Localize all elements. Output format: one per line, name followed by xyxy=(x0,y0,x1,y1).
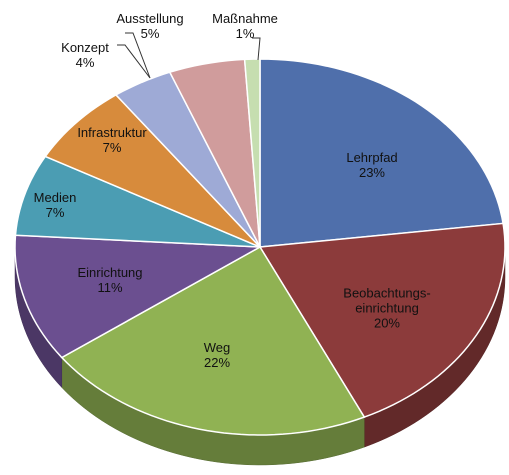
category-label: Maßnahme xyxy=(212,11,278,26)
category-label: Weg xyxy=(203,340,231,355)
slice-label: Einrichtung 11% xyxy=(77,265,142,295)
pie-slice xyxy=(258,222,506,419)
pie-slice xyxy=(168,58,261,248)
slice-label: Weg 22% xyxy=(204,340,231,370)
value-label: 4% xyxy=(75,55,95,70)
leader-line xyxy=(125,32,151,79)
slice-label: Lehrpfad 23% xyxy=(346,150,397,180)
value-label: 1% xyxy=(235,26,255,41)
pie-slice xyxy=(14,155,261,248)
slice-label: Medien 7% xyxy=(34,190,77,220)
category-label: Ausstellung xyxy=(116,11,184,26)
pie-slice xyxy=(114,71,261,248)
pie-slice xyxy=(60,245,366,436)
leader-line xyxy=(252,37,261,61)
value-label: 7% xyxy=(102,140,122,155)
leader-line xyxy=(117,44,151,79)
pie-slice xyxy=(14,234,263,359)
category-label: Einrichtung xyxy=(77,265,143,280)
slice-label: Maßnahme 1% xyxy=(212,11,278,41)
pie-slice xyxy=(259,58,504,248)
slice-label: Ausstellung 5% xyxy=(116,11,183,41)
category-label: Lehrpfad xyxy=(346,150,398,165)
value-label: 11% xyxy=(97,280,123,295)
value-label: 22% xyxy=(203,355,231,370)
value-label: 5% xyxy=(140,26,160,41)
slice-label: Konzept 4% xyxy=(61,40,109,70)
slice-label: Beobachtungs- einrichtung 20% xyxy=(343,286,430,331)
category-label: Infrastruktur xyxy=(77,125,147,140)
pie-slice xyxy=(44,93,261,248)
value-label: 7% xyxy=(45,205,65,220)
pie-slice xyxy=(243,58,261,248)
slice-label: Infrastruktur 7% xyxy=(77,125,146,155)
category-label: Medien xyxy=(33,190,77,205)
value-label: 20% xyxy=(373,315,401,331)
category-label: Beobachtungs- einrichtung xyxy=(343,285,431,316)
category-label: Konzept xyxy=(61,40,109,55)
value-label: 23% xyxy=(358,165,386,180)
